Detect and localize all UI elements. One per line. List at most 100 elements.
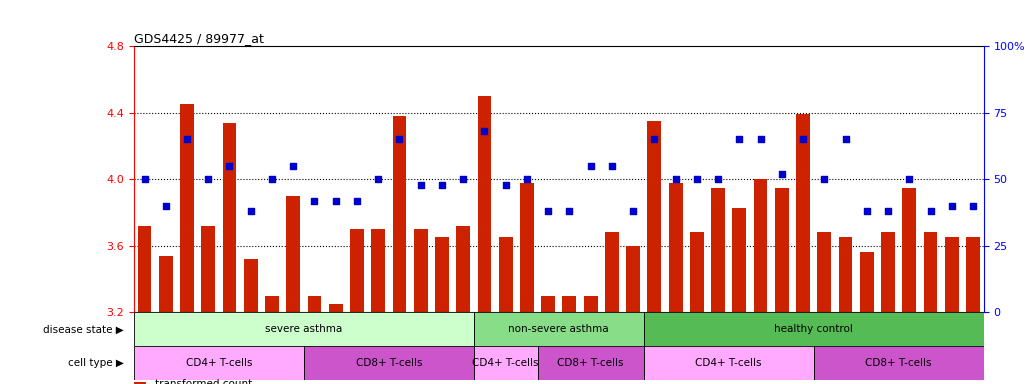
Point xyxy=(221,163,238,169)
Point xyxy=(604,163,620,169)
Bar xyxy=(796,114,810,312)
Point xyxy=(689,176,706,182)
Point xyxy=(242,208,259,214)
Point xyxy=(731,136,748,142)
Point xyxy=(880,208,896,214)
Bar xyxy=(474,346,538,380)
Bar xyxy=(775,187,789,312)
Text: CD8+ T-cells: CD8+ T-cells xyxy=(355,358,422,368)
Bar xyxy=(860,252,873,312)
Bar xyxy=(966,237,980,312)
Bar xyxy=(265,296,279,312)
Bar xyxy=(244,259,258,312)
Text: disease state ▶: disease state ▶ xyxy=(43,324,124,334)
Bar xyxy=(371,229,385,312)
Bar xyxy=(159,256,173,312)
Bar xyxy=(818,232,831,312)
Text: CD4+ T-cells: CD4+ T-cells xyxy=(473,358,539,368)
Text: cell type ▶: cell type ▶ xyxy=(68,358,124,368)
Point xyxy=(943,203,960,209)
Point xyxy=(200,176,216,182)
Bar xyxy=(392,116,407,312)
Point xyxy=(561,208,578,214)
Bar xyxy=(838,237,853,312)
Point xyxy=(582,163,598,169)
Bar xyxy=(644,312,984,346)
Bar xyxy=(924,232,937,312)
Point xyxy=(540,208,556,214)
Point xyxy=(497,182,514,188)
Bar xyxy=(414,229,427,312)
Text: CD8+ T-cells: CD8+ T-cells xyxy=(557,358,624,368)
Point xyxy=(901,176,918,182)
Point xyxy=(774,171,790,177)
Point xyxy=(158,203,174,209)
Text: CD8+ T-cells: CD8+ T-cells xyxy=(865,358,932,368)
Bar xyxy=(754,179,767,312)
Text: GDS4425 / 89977_at: GDS4425 / 89977_at xyxy=(134,32,264,45)
Bar xyxy=(520,182,534,312)
Point xyxy=(625,208,642,214)
Bar xyxy=(435,237,449,312)
Text: transformed count: transformed count xyxy=(154,379,251,384)
Point xyxy=(285,163,302,169)
Point xyxy=(859,208,876,214)
Bar xyxy=(134,346,304,380)
Point xyxy=(264,176,280,182)
Bar xyxy=(945,237,959,312)
Bar xyxy=(711,187,725,312)
Point xyxy=(476,128,492,134)
Bar xyxy=(478,96,491,312)
Point xyxy=(412,182,428,188)
Point xyxy=(837,136,854,142)
Bar xyxy=(499,237,513,312)
Point xyxy=(667,176,684,182)
Point xyxy=(455,176,472,182)
Text: severe asthma: severe asthma xyxy=(266,324,342,334)
Point xyxy=(179,136,196,142)
Point xyxy=(434,182,450,188)
Point xyxy=(922,208,938,214)
Bar xyxy=(562,296,577,312)
Text: non-severe asthma: non-severe asthma xyxy=(509,324,609,334)
Point xyxy=(391,136,408,142)
Bar xyxy=(584,296,597,312)
Point xyxy=(136,176,152,182)
Point xyxy=(752,136,768,142)
Bar xyxy=(138,226,151,312)
Bar xyxy=(605,232,619,312)
Point xyxy=(965,203,982,209)
Bar xyxy=(690,232,703,312)
Bar xyxy=(286,196,300,312)
Bar xyxy=(668,182,683,312)
Bar xyxy=(644,346,814,380)
Point xyxy=(519,176,536,182)
Text: CD4+ T-cells: CD4+ T-cells xyxy=(185,358,252,368)
Bar xyxy=(350,229,364,312)
Bar xyxy=(474,312,644,346)
Bar xyxy=(180,104,194,312)
Point xyxy=(710,176,726,182)
Point xyxy=(646,136,662,142)
Point xyxy=(349,197,366,204)
Bar xyxy=(881,232,895,312)
Bar xyxy=(201,226,215,312)
Bar xyxy=(456,226,470,312)
Bar xyxy=(814,346,984,380)
Point xyxy=(328,197,344,204)
Text: healthy control: healthy control xyxy=(775,324,853,334)
Bar xyxy=(222,122,237,312)
Bar xyxy=(538,346,644,380)
Bar xyxy=(541,296,555,312)
Bar xyxy=(626,246,640,312)
Text: CD4+ T-cells: CD4+ T-cells xyxy=(695,358,762,368)
Point xyxy=(795,136,812,142)
Point xyxy=(370,176,386,182)
Bar xyxy=(134,312,474,346)
Bar xyxy=(304,346,474,380)
Bar xyxy=(732,207,747,312)
Bar xyxy=(329,304,343,312)
Bar xyxy=(648,121,661,312)
Point xyxy=(306,197,322,204)
Point xyxy=(816,176,832,182)
